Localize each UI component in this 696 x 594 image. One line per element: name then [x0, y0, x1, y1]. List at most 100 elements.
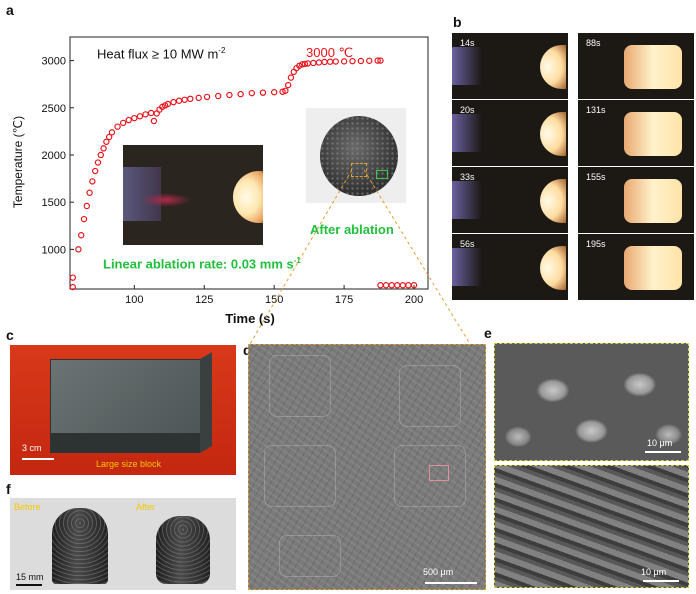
sem-overview-image: 500 μm — [248, 344, 486, 590]
panel-d-label: d — [243, 342, 252, 358]
linear-ablation-rate-label: Linear ablation rate: 0.03 mm s-1 — [103, 256, 301, 271]
data-point — [226, 91, 233, 99]
data-point — [86, 189, 93, 196]
data-point — [170, 98, 177, 106]
y-tick-label: 1500 — [42, 197, 66, 209]
linear-rate-text: Linear ablation rate: 0.03 mm s — [103, 256, 294, 272]
data-point — [187, 95, 194, 103]
data-point — [332, 58, 339, 65]
data-point — [91, 167, 99, 175]
data-point — [89, 178, 96, 185]
cylinder-before-after-photo: Before After 15 mm — [10, 498, 236, 590]
heat-flux-superscript: -2 — [218, 46, 226, 55]
sem-fiber-cross-section-image: 10 μm — [494, 343, 689, 461]
panel-a-label: a — [6, 2, 14, 18]
panel-c-label: c — [6, 327, 14, 343]
data-point — [357, 57, 365, 65]
data-point — [142, 111, 149, 118]
plasma-jet — [452, 248, 482, 286]
data-point — [131, 114, 138, 122]
data-point — [125, 116, 132, 124]
data-point — [75, 246, 82, 253]
sem-e-top-scale-label: 10 μm — [647, 438, 673, 448]
frame-time-label: 155s — [586, 172, 606, 182]
plasma-jet — [452, 47, 482, 85]
x-tick-label: 150 — [265, 294, 283, 306]
data-point — [259, 89, 267, 96]
data-point — [374, 57, 381, 64]
cylinder-scale-label: 15 mm — [16, 572, 44, 582]
sample-glow — [624, 179, 682, 223]
frame-time-label: 14s — [460, 38, 475, 48]
chart-frame — [69, 36, 429, 290]
linear-rate-superscript: -1 — [293, 256, 301, 265]
flame-frame: 195s — [578, 234, 694, 300]
data-point — [119, 119, 127, 127]
y-axis-ticks: 1000 1500 2000 2500 3000 — [42, 56, 74, 256]
heat-flux-text: Heat flux ≥ 10 MW m — [97, 46, 219, 62]
data-point — [94, 159, 102, 166]
data-point — [279, 88, 286, 95]
data-point — [248, 89, 255, 97]
data-point — [410, 282, 418, 289]
frame-time-label: 33s — [460, 172, 475, 182]
frame-time-label: 195s — [586, 239, 606, 249]
data-point — [301, 60, 309, 68]
frame-time-label: 56s — [460, 239, 475, 249]
block-scale-label: 3 cm — [22, 443, 42, 453]
data-point — [164, 100, 172, 108]
data-point — [377, 57, 384, 64]
frame-time-label: 131s — [586, 105, 606, 115]
data-point — [284, 81, 292, 89]
data-point — [282, 87, 289, 94]
data-point — [270, 89, 278, 96]
large-block-photo: 3 cm Large size block — [10, 345, 236, 475]
sem-fiber-longitudinal-image: 10 μm — [494, 465, 689, 588]
peak-temperature-annotation: 3000 ℃ — [306, 45, 354, 60]
data-point — [97, 151, 104, 159]
data-point — [366, 57, 373, 64]
data-point — [340, 58, 348, 65]
data-point — [150, 117, 158, 125]
data-point — [203, 93, 211, 101]
after-label: After — [136, 502, 156, 512]
data-point — [69, 283, 76, 291]
sample-glow — [624, 45, 682, 89]
sem-d-scale-label: 500 μm — [423, 567, 454, 577]
flame-frame: 155s — [578, 167, 694, 233]
data-point — [287, 74, 295, 81]
flame-frame: 88s — [578, 33, 694, 99]
sample-glow — [624, 112, 682, 156]
flame-frame: 56s — [452, 234, 568, 300]
large-block-caption: Large size block — [96, 459, 162, 469]
sample-glow — [540, 179, 566, 223]
ablation-flame-inset-photo — [123, 145, 263, 245]
data-point — [83, 202, 90, 210]
flame-frame: 20s — [452, 100, 568, 166]
data-point — [114, 123, 121, 130]
flame-frame: 33s — [452, 167, 568, 233]
series-points — [69, 57, 418, 291]
frame-time-label: 20s — [460, 105, 475, 115]
sample-glow — [624, 246, 682, 290]
sample-glow — [540, 112, 566, 156]
ablated-sphere-inset-photo — [306, 108, 406, 203]
panel-e-label: e — [484, 325, 492, 341]
data-point — [80, 215, 88, 223]
frame-time-label: 88s — [586, 38, 601, 48]
x-tick-label: 200 — [405, 294, 423, 306]
y-tick-label: 2000 — [42, 150, 66, 162]
heat-flux-annotation: Heat flux ≥ 10 MW m-2 — [97, 46, 225, 61]
connector-lines — [249, 169, 471, 345]
data-point — [100, 145, 107, 152]
x-tick-label: 125 — [195, 294, 213, 306]
y-axis-label: Temperature (℃) — [11, 116, 25, 208]
before-label: Before — [14, 502, 41, 512]
data-point — [105, 133, 113, 141]
panel-f-label: f — [6, 481, 11, 497]
flame-frame: 131s — [578, 100, 694, 166]
x-tick-label: 175 — [335, 294, 353, 306]
plasma-jet — [452, 114, 482, 152]
flame-frame: 14s — [452, 33, 568, 99]
